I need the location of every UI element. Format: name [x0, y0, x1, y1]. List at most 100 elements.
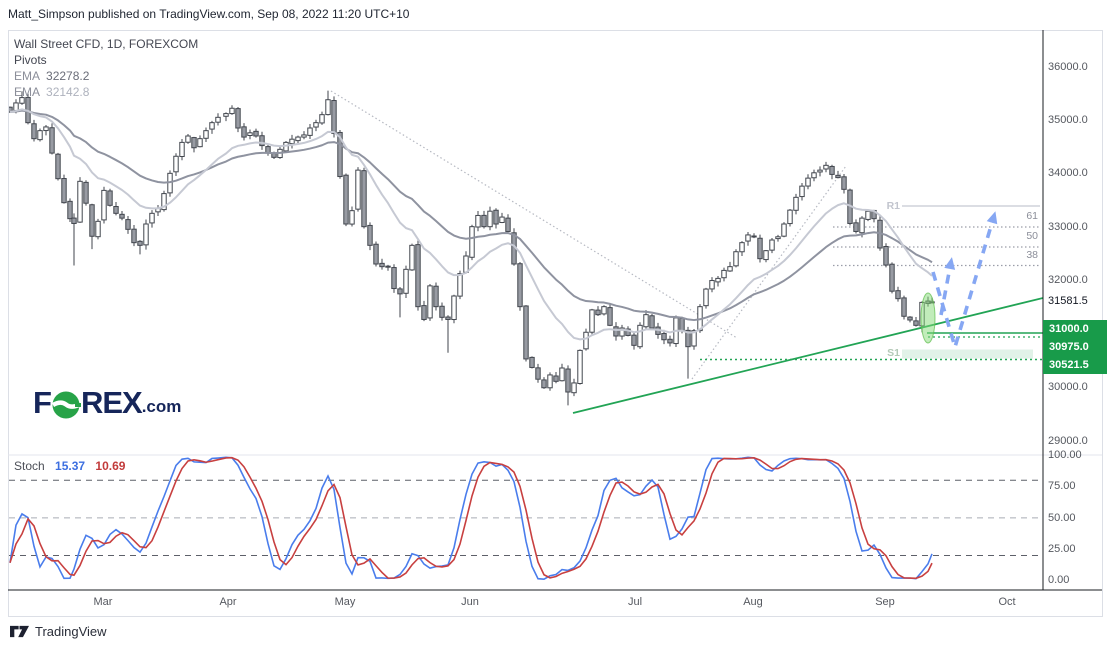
candle-down	[481, 214, 487, 228]
candle-down	[83, 181, 89, 204]
tradingview-logo-text: TradingView	[35, 624, 107, 639]
candle-down	[241, 126, 247, 138]
candle-up	[313, 122, 319, 128]
candle-down	[535, 367, 541, 380]
candle-down	[649, 315, 655, 329]
month-label[interactable]: Jul	[627, 596, 643, 608]
candle-down	[125, 219, 131, 230]
candle-up	[349, 210, 355, 225]
candle-down	[49, 127, 55, 154]
candle-down	[901, 297, 907, 317]
ema1-value: 32278.2	[46, 69, 90, 83]
candle-up	[173, 155, 179, 173]
candle-down	[61, 178, 67, 204]
candle-down	[67, 200, 73, 220]
indicator-pivots-label: Pivots	[14, 53, 47, 67]
candle-up	[355, 169, 361, 210]
price-axis-label: 34000.0	[1048, 167, 1088, 179]
month-label[interactable]: May	[334, 596, 356, 608]
ema1-legend: EMA 32278.2	[14, 68, 198, 84]
candle-up	[325, 99, 331, 116]
projection-arrowhead	[986, 211, 998, 225]
candle-down	[505, 217, 511, 232]
candle-down	[661, 333, 667, 341]
forex-logo-rex: REX	[80, 385, 143, 420]
candle-down	[331, 100, 337, 134]
candle-down	[343, 174, 349, 225]
candle-down	[445, 316, 451, 320]
green-support-trendline	[572, 297, 1043, 414]
candle-up	[427, 285, 433, 319]
candle-down	[137, 240, 143, 246]
month-label[interactable]: Oct	[998, 596, 1016, 608]
candle-down	[613, 326, 619, 337]
ema2-label: EMA	[14, 85, 41, 99]
candle-down	[367, 224, 373, 246]
stoch-axis-label: 50.00	[1048, 512, 1076, 524]
candle-down	[679, 317, 685, 332]
candle-up	[469, 226, 475, 258]
candle-up	[787, 209, 793, 225]
publish-byline: Matt_Simpson published on TradingView.co…	[8, 7, 410, 21]
stoch-k-line	[9, 456, 933, 580]
forex-logo-com: .com	[141, 397, 182, 416]
candle-down	[895, 290, 901, 300]
candle-up	[77, 180, 83, 223]
candle-down	[71, 217, 77, 224]
pivot-label-r1: R1	[886, 200, 900, 212]
candle-down	[523, 305, 529, 360]
candle-down	[379, 262, 385, 268]
candle-down	[89, 204, 95, 237]
candle-up	[547, 374, 553, 389]
candle-down	[361, 170, 367, 228]
candle-up	[817, 169, 823, 173]
candle-up	[409, 244, 415, 271]
candle-up	[95, 220, 101, 238]
candle-down	[421, 305, 427, 320]
forex-logo-f: F	[33, 385, 52, 420]
candle-up	[319, 114, 325, 124]
candle-down	[337, 131, 343, 178]
month-label[interactable]: Mar	[93, 596, 113, 608]
candle-up	[43, 126, 49, 132]
candle-down	[625, 328, 631, 336]
tradingview-logo[interactable]: TradingView	[10, 623, 107, 640]
projection-arrowhead	[944, 257, 956, 270]
pivot-price-labels: 31000.0 30975.0 30521.5	[1043, 320, 1107, 374]
candle-down	[907, 316, 913, 321]
candle-down	[113, 206, 119, 214]
candle-up	[451, 295, 457, 321]
stoch-axis-label: 75.00	[1048, 480, 1076, 492]
month-label[interactable]: Apr	[219, 596, 237, 608]
candle-up	[727, 266, 733, 272]
stoch-axis-label: 25.00	[1048, 543, 1076, 555]
candle-up	[215, 116, 221, 123]
candle-down	[439, 305, 445, 318]
price-axis-label: 30000.0	[1048, 381, 1088, 393]
candle-up	[805, 177, 811, 187]
candle-down	[913, 320, 919, 326]
candle-up	[583, 331, 589, 350]
candle-up	[197, 138, 203, 148]
month-label[interactable]: Jun	[461, 596, 479, 608]
candle-up	[799, 185, 805, 198]
stoch-name: Stoch	[14, 459, 45, 473]
month-label[interactable]: Sep	[875, 596, 895, 608]
candle-down	[31, 123, 37, 140]
candle-down	[385, 265, 391, 268]
candle-up	[475, 214, 481, 228]
month-label[interactable]: Aug	[743, 596, 763, 608]
price-axis-label: 33000.0	[1048, 221, 1088, 233]
candle-up	[559, 367, 565, 382]
green-price-label: 31000.0	[1049, 323, 1089, 335]
forex-logo-o-icon	[51, 391, 81, 419]
stoch-pane[interactable]	[9, 456, 1043, 580]
candle-up	[19, 97, 25, 104]
highlight-ellipse	[920, 292, 936, 344]
candle-down	[191, 137, 197, 149]
candle-up	[13, 102, 19, 111]
candle-up	[457, 273, 463, 297]
price-axis-label: 29000.0	[1048, 435, 1088, 447]
main-price-pane[interactable]	[8, 90, 1043, 414]
